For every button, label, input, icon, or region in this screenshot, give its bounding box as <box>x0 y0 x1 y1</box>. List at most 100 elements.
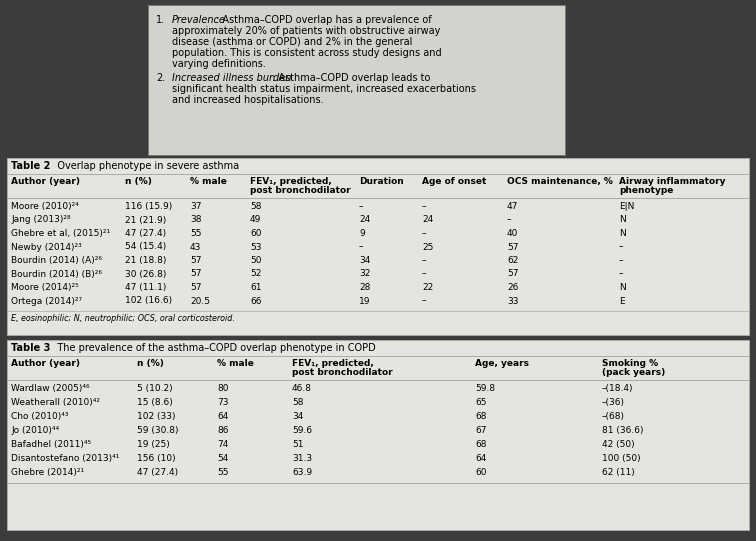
Text: Bourdin (2014) (A)²⁶: Bourdin (2014) (A)²⁶ <box>11 256 102 265</box>
Text: (pack years): (pack years) <box>602 368 665 377</box>
Text: 47: 47 <box>507 202 519 211</box>
Text: 67: 67 <box>475 426 487 435</box>
Text: Prevalence: Prevalence <box>172 15 226 25</box>
Text: post bronchodilator: post bronchodilator <box>250 186 351 195</box>
Text: 25: 25 <box>422 242 433 252</box>
Text: 24: 24 <box>422 215 433 225</box>
Text: 80: 80 <box>217 384 228 393</box>
Text: 43: 43 <box>190 242 201 252</box>
Text: 59 (30.8): 59 (30.8) <box>137 426 178 435</box>
Text: 47 (27.4): 47 (27.4) <box>137 468 178 477</box>
Text: N: N <box>619 283 626 292</box>
Text: : Asthma–COPD overlap leads to: : Asthma–COPD overlap leads to <box>272 73 430 83</box>
Text: approximately 20% of patients with obstructive airway: approximately 20% of patients with obstr… <box>172 26 441 36</box>
Text: 66: 66 <box>250 296 262 306</box>
Text: Disantostefano (2013)⁴¹: Disantostefano (2013)⁴¹ <box>11 454 119 463</box>
Text: 28: 28 <box>359 283 370 292</box>
Text: 57: 57 <box>507 269 519 279</box>
Text: The prevalence of the asthma–COPD overlap phenotype in COPD: The prevalence of the asthma–COPD overla… <box>48 343 376 353</box>
Text: E, eosinophilic; N, neutrophilic; OCS, oral corticosteroid.: E, eosinophilic; N, neutrophilic; OCS, o… <box>11 314 235 323</box>
Text: Jo (2010)⁴⁴: Jo (2010)⁴⁴ <box>11 426 59 435</box>
Text: 22: 22 <box>422 283 433 292</box>
Text: 5 (10.2): 5 (10.2) <box>137 384 172 393</box>
Text: 50: 50 <box>250 256 262 265</box>
Text: 1.: 1. <box>156 15 165 25</box>
Text: 59.8: 59.8 <box>475 384 495 393</box>
Text: 21 (18.8): 21 (18.8) <box>125 256 166 265</box>
Text: 30 (26.8): 30 (26.8) <box>125 269 166 279</box>
Text: 15 (8.6): 15 (8.6) <box>137 398 173 407</box>
Text: 102 (33): 102 (33) <box>137 412 175 421</box>
Text: 64: 64 <box>217 412 228 421</box>
Text: 47 (11.1): 47 (11.1) <box>125 283 166 292</box>
Text: Age, years: Age, years <box>475 359 529 368</box>
Text: 32: 32 <box>359 269 370 279</box>
Text: –: – <box>507 215 512 225</box>
Text: E: E <box>619 296 624 306</box>
Text: 57: 57 <box>190 269 202 279</box>
Text: 65: 65 <box>475 398 487 407</box>
Bar <box>7 340 749 530</box>
Text: Jang (2013)²⁸: Jang (2013)²⁸ <box>11 215 70 225</box>
Text: 64: 64 <box>475 454 486 463</box>
Text: 47 (27.4): 47 (27.4) <box>125 229 166 238</box>
Text: 54 (15.4): 54 (15.4) <box>125 242 166 252</box>
Text: 37: 37 <box>190 202 202 211</box>
Text: Increased illness burden: Increased illness burden <box>172 73 291 83</box>
Text: Weatherall (2010)⁴²: Weatherall (2010)⁴² <box>11 398 100 407</box>
Text: N: N <box>619 229 626 238</box>
Text: 116 (15.9): 116 (15.9) <box>125 202 172 211</box>
Text: –: – <box>619 256 624 265</box>
Text: –: – <box>422 229 426 238</box>
Text: –: – <box>359 242 364 252</box>
Text: post bronchodilator: post bronchodilator <box>292 368 392 377</box>
Text: 59.6: 59.6 <box>292 426 312 435</box>
Text: Bourdin (2014) (B)²⁶: Bourdin (2014) (B)²⁶ <box>11 269 102 279</box>
Text: n (%): n (%) <box>137 359 164 368</box>
Text: 102 (16.6): 102 (16.6) <box>125 296 172 306</box>
Text: –(36): –(36) <box>602 398 625 407</box>
Text: 68: 68 <box>475 440 487 449</box>
Text: –(18.4): –(18.4) <box>602 384 634 393</box>
Text: Airway inflammatory: Airway inflammatory <box>619 177 726 186</box>
Text: 38: 38 <box>190 215 202 225</box>
Text: 31.3: 31.3 <box>292 454 312 463</box>
Text: FEV₁, predicted,: FEV₁, predicted, <box>292 359 373 368</box>
Text: 20.5: 20.5 <box>190 296 210 306</box>
Text: N: N <box>619 215 626 225</box>
Text: 57: 57 <box>507 242 519 252</box>
Text: 26: 26 <box>507 283 519 292</box>
Text: 86: 86 <box>217 426 228 435</box>
Text: disease (asthma or COPD) and 2% in the general: disease (asthma or COPD) and 2% in the g… <box>172 37 412 47</box>
Text: 49: 49 <box>250 215 262 225</box>
Text: Bafadhel (2011)⁴⁵: Bafadhel (2011)⁴⁵ <box>11 440 91 449</box>
Text: 34: 34 <box>292 412 303 421</box>
Text: varying definitions.: varying definitions. <box>172 59 266 69</box>
Bar <box>148 5 565 155</box>
Text: 19 (25): 19 (25) <box>137 440 170 449</box>
Text: 53: 53 <box>250 242 262 252</box>
Text: n (%): n (%) <box>125 177 152 186</box>
Text: FEV₁, predicted,: FEV₁, predicted, <box>250 177 332 186</box>
Text: 61: 61 <box>250 283 262 292</box>
Text: 58: 58 <box>292 398 303 407</box>
Text: 21 (21.9): 21 (21.9) <box>125 215 166 225</box>
Text: 2.: 2. <box>156 73 166 83</box>
Text: Overlap phenotype in severe asthma: Overlap phenotype in severe asthma <box>48 161 239 171</box>
Text: –: – <box>619 242 624 252</box>
Text: 156 (10): 156 (10) <box>137 454 175 463</box>
Text: Ghebre et al, (2015)²¹: Ghebre et al, (2015)²¹ <box>11 229 110 238</box>
Text: 52: 52 <box>250 269 262 279</box>
Text: 55: 55 <box>190 229 202 238</box>
Text: 74: 74 <box>217 440 228 449</box>
Text: Ghebre (2014)²¹: Ghebre (2014)²¹ <box>11 468 84 477</box>
Text: 100 (50): 100 (50) <box>602 454 640 463</box>
Text: Author (year): Author (year) <box>11 177 80 186</box>
Text: 51: 51 <box>292 440 303 449</box>
Text: Ortega (2014)²⁷: Ortega (2014)²⁷ <box>11 296 82 306</box>
Text: 68: 68 <box>475 412 487 421</box>
Text: 57: 57 <box>190 283 202 292</box>
Text: –: – <box>422 202 426 211</box>
Text: Moore (2010)²⁴: Moore (2010)²⁴ <box>11 202 79 211</box>
Text: Wardlaw (2005)⁴⁶: Wardlaw (2005)⁴⁶ <box>11 384 90 393</box>
